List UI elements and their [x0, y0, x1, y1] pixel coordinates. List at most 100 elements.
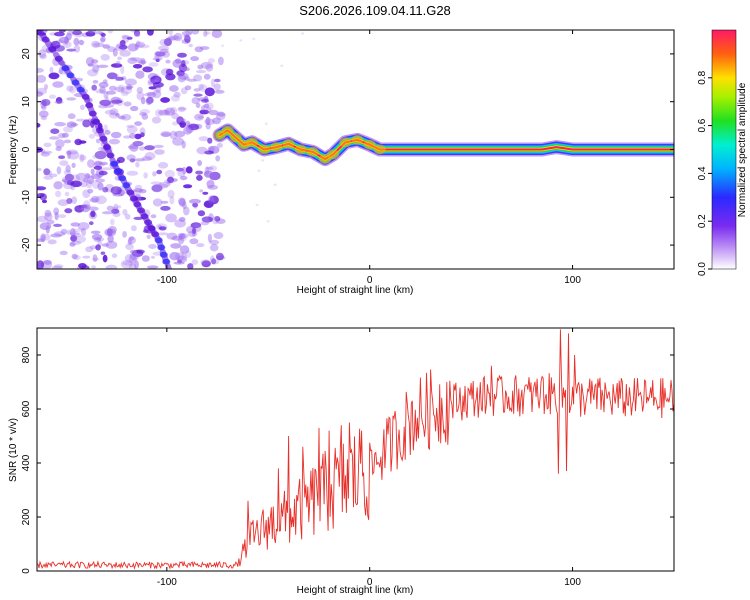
noise-blob	[46, 219, 55, 225]
noise-blob	[105, 96, 110, 106]
noise-blob	[204, 166, 210, 176]
noise-blob	[126, 154, 136, 161]
noise-blob	[110, 186, 122, 195]
noise-blob	[108, 138, 120, 145]
noise-blob	[91, 195, 100, 203]
noise-blob	[215, 252, 224, 261]
noise-blob	[89, 221, 94, 226]
diagonal-track-blob	[118, 175, 127, 182]
noise-blob	[89, 198, 98, 203]
diagonal-track-blob	[95, 127, 104, 134]
noise-blob	[126, 125, 138, 134]
noise-blob	[100, 32, 106, 37]
noise-blob	[129, 132, 136, 139]
noise-blob	[102, 186, 109, 193]
noise-blob	[187, 263, 194, 269]
noise-blob	[205, 63, 214, 72]
noise-blob	[178, 217, 186, 222]
noise-blob	[127, 43, 138, 52]
noise-blob	[165, 73, 176, 81]
noise-blob	[85, 180, 93, 189]
noise-blob	[120, 65, 125, 75]
noise-blob	[127, 57, 138, 64]
noise-blob	[169, 130, 178, 140]
noise-blob	[53, 264, 64, 269]
noise-blob	[37, 238, 45, 242]
carrier-blob	[229, 132, 242, 143]
noise-blob	[193, 88, 201, 92]
noise-blob	[38, 49, 47, 58]
noise-blob	[55, 97, 63, 104]
noise-blob	[95, 138, 101, 144]
noise-blob	[178, 197, 186, 206]
noise-blob	[134, 133, 142, 140]
noise-blob	[135, 161, 140, 168]
noise-blob	[180, 87, 188, 95]
noise-blob	[63, 126, 73, 133]
noise-blob	[90, 230, 101, 234]
noise-blob	[178, 72, 189, 80]
noise-blob	[66, 229, 71, 235]
noise-blob	[167, 176, 174, 183]
y-tick-label: -10	[21, 190, 32, 205]
diagonal-track-blob	[88, 110, 97, 117]
noise-blob	[266, 220, 270, 223]
carrier-blob	[327, 149, 340, 160]
diagonal-track-blob	[122, 182, 131, 189]
noise-blob	[49, 136, 60, 140]
noise-blob	[169, 252, 181, 261]
noise-blob	[67, 113, 76, 120]
noise-blob	[40, 115, 48, 121]
noise-blob	[57, 199, 69, 207]
noise-blob	[210, 78, 215, 88]
noise-blob	[103, 124, 108, 132]
noise-blob	[183, 184, 193, 189]
noise-blob	[111, 208, 120, 214]
noise-blob	[75, 172, 87, 181]
noise-blob	[105, 240, 118, 249]
noise-blob	[66, 198, 73, 204]
noise-blob	[115, 60, 121, 66]
diagonal-track-blob	[144, 219, 153, 226]
noise-blob	[102, 79, 108, 84]
noise-blob	[128, 254, 138, 264]
noise-blob	[53, 207, 60, 216]
noise-blob	[94, 150, 107, 160]
noise-blob	[264, 122, 268, 125]
noise-blob	[205, 122, 211, 130]
noise-blob	[110, 218, 115, 226]
noise-blob	[92, 254, 98, 262]
y-tick-label: 0	[21, 146, 32, 152]
noise-blob	[117, 84, 125, 94]
noise-blob	[101, 243, 110, 247]
noise-blob	[175, 251, 187, 261]
carrier-blob	[306, 146, 319, 157]
noise-blob	[218, 56, 224, 66]
noise-blob	[79, 39, 84, 46]
noise-blob	[152, 89, 162, 99]
noise-blob	[49, 94, 56, 99]
noise-blob	[125, 243, 134, 251]
noise-blob	[156, 183, 169, 189]
noise-blob	[114, 86, 125, 92]
noise-blob	[138, 189, 147, 194]
noise-blob	[79, 153, 85, 163]
diagonal-track-blob	[157, 244, 166, 251]
noise-blob	[37, 91, 44, 97]
noise-blob	[167, 35, 179, 40]
noise-blob	[107, 234, 114, 243]
noise-blob	[39, 54, 47, 60]
noise-blob	[85, 246, 94, 253]
colorbar-tick-label: 0.0	[697, 262, 708, 276]
noise-blob	[70, 222, 81, 227]
noise-blob	[112, 48, 118, 57]
noise-blob	[71, 162, 76, 168]
noise-blob	[197, 64, 204, 70]
noise-blob	[191, 259, 199, 265]
noise-blob	[138, 44, 150, 49]
noise-blob	[147, 91, 157, 98]
noise-blob	[153, 55, 163, 61]
noise-blob	[89, 245, 98, 250]
